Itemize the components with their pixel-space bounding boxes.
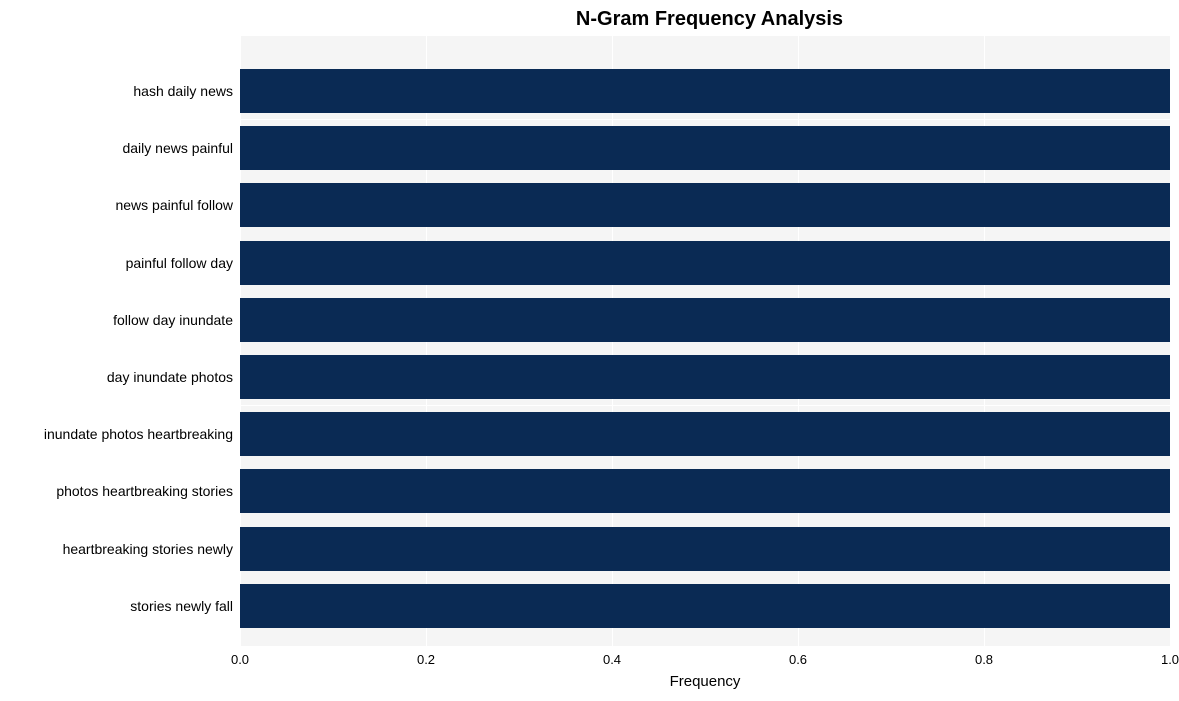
x-axis-label: Frequency bbox=[240, 673, 1170, 690]
bar bbox=[240, 412, 1170, 456]
y-tick-label: painful follow day bbox=[3, 256, 233, 270]
x-tick-label: 0.4 bbox=[603, 652, 621, 667]
plot-band bbox=[240, 634, 1170, 646]
bar bbox=[240, 126, 1170, 170]
y-tick-label: day inundate photos bbox=[3, 370, 233, 384]
bar bbox=[240, 584, 1170, 628]
x-tick-label: 0.8 bbox=[975, 652, 993, 667]
x-tick-label: 0.6 bbox=[789, 652, 807, 667]
bar bbox=[240, 469, 1170, 513]
plot-area bbox=[240, 36, 1170, 646]
chart-title: N-Gram Frequency Analysis bbox=[0, 8, 1179, 31]
x-tick-label: 0.0 bbox=[231, 652, 249, 667]
bar bbox=[240, 183, 1170, 227]
grid-line bbox=[1170, 36, 1171, 646]
bar bbox=[240, 355, 1170, 399]
bar bbox=[240, 69, 1170, 113]
y-tick-label: follow day inundate bbox=[3, 313, 233, 327]
plot-band bbox=[240, 36, 1170, 62]
bar bbox=[240, 298, 1170, 342]
x-tick-label: 1.0 bbox=[1161, 652, 1179, 667]
y-tick-label: hash daily news bbox=[3, 84, 233, 98]
y-tick-label: inundate photos heartbreaking bbox=[3, 427, 233, 441]
bar bbox=[240, 527, 1170, 571]
y-tick-label: heartbreaking stories newly bbox=[3, 542, 233, 556]
x-tick-label: 0.2 bbox=[417, 652, 435, 667]
bar bbox=[240, 241, 1170, 285]
y-tick-label: daily news painful bbox=[3, 141, 233, 155]
y-tick-label: stories newly fall bbox=[3, 599, 233, 613]
y-tick-label: news painful follow bbox=[3, 198, 233, 212]
ngram-chart: N-Gram Frequency Analysis hash daily new… bbox=[0, 0, 1179, 701]
y-tick-label: photos heartbreaking stories bbox=[3, 484, 233, 498]
